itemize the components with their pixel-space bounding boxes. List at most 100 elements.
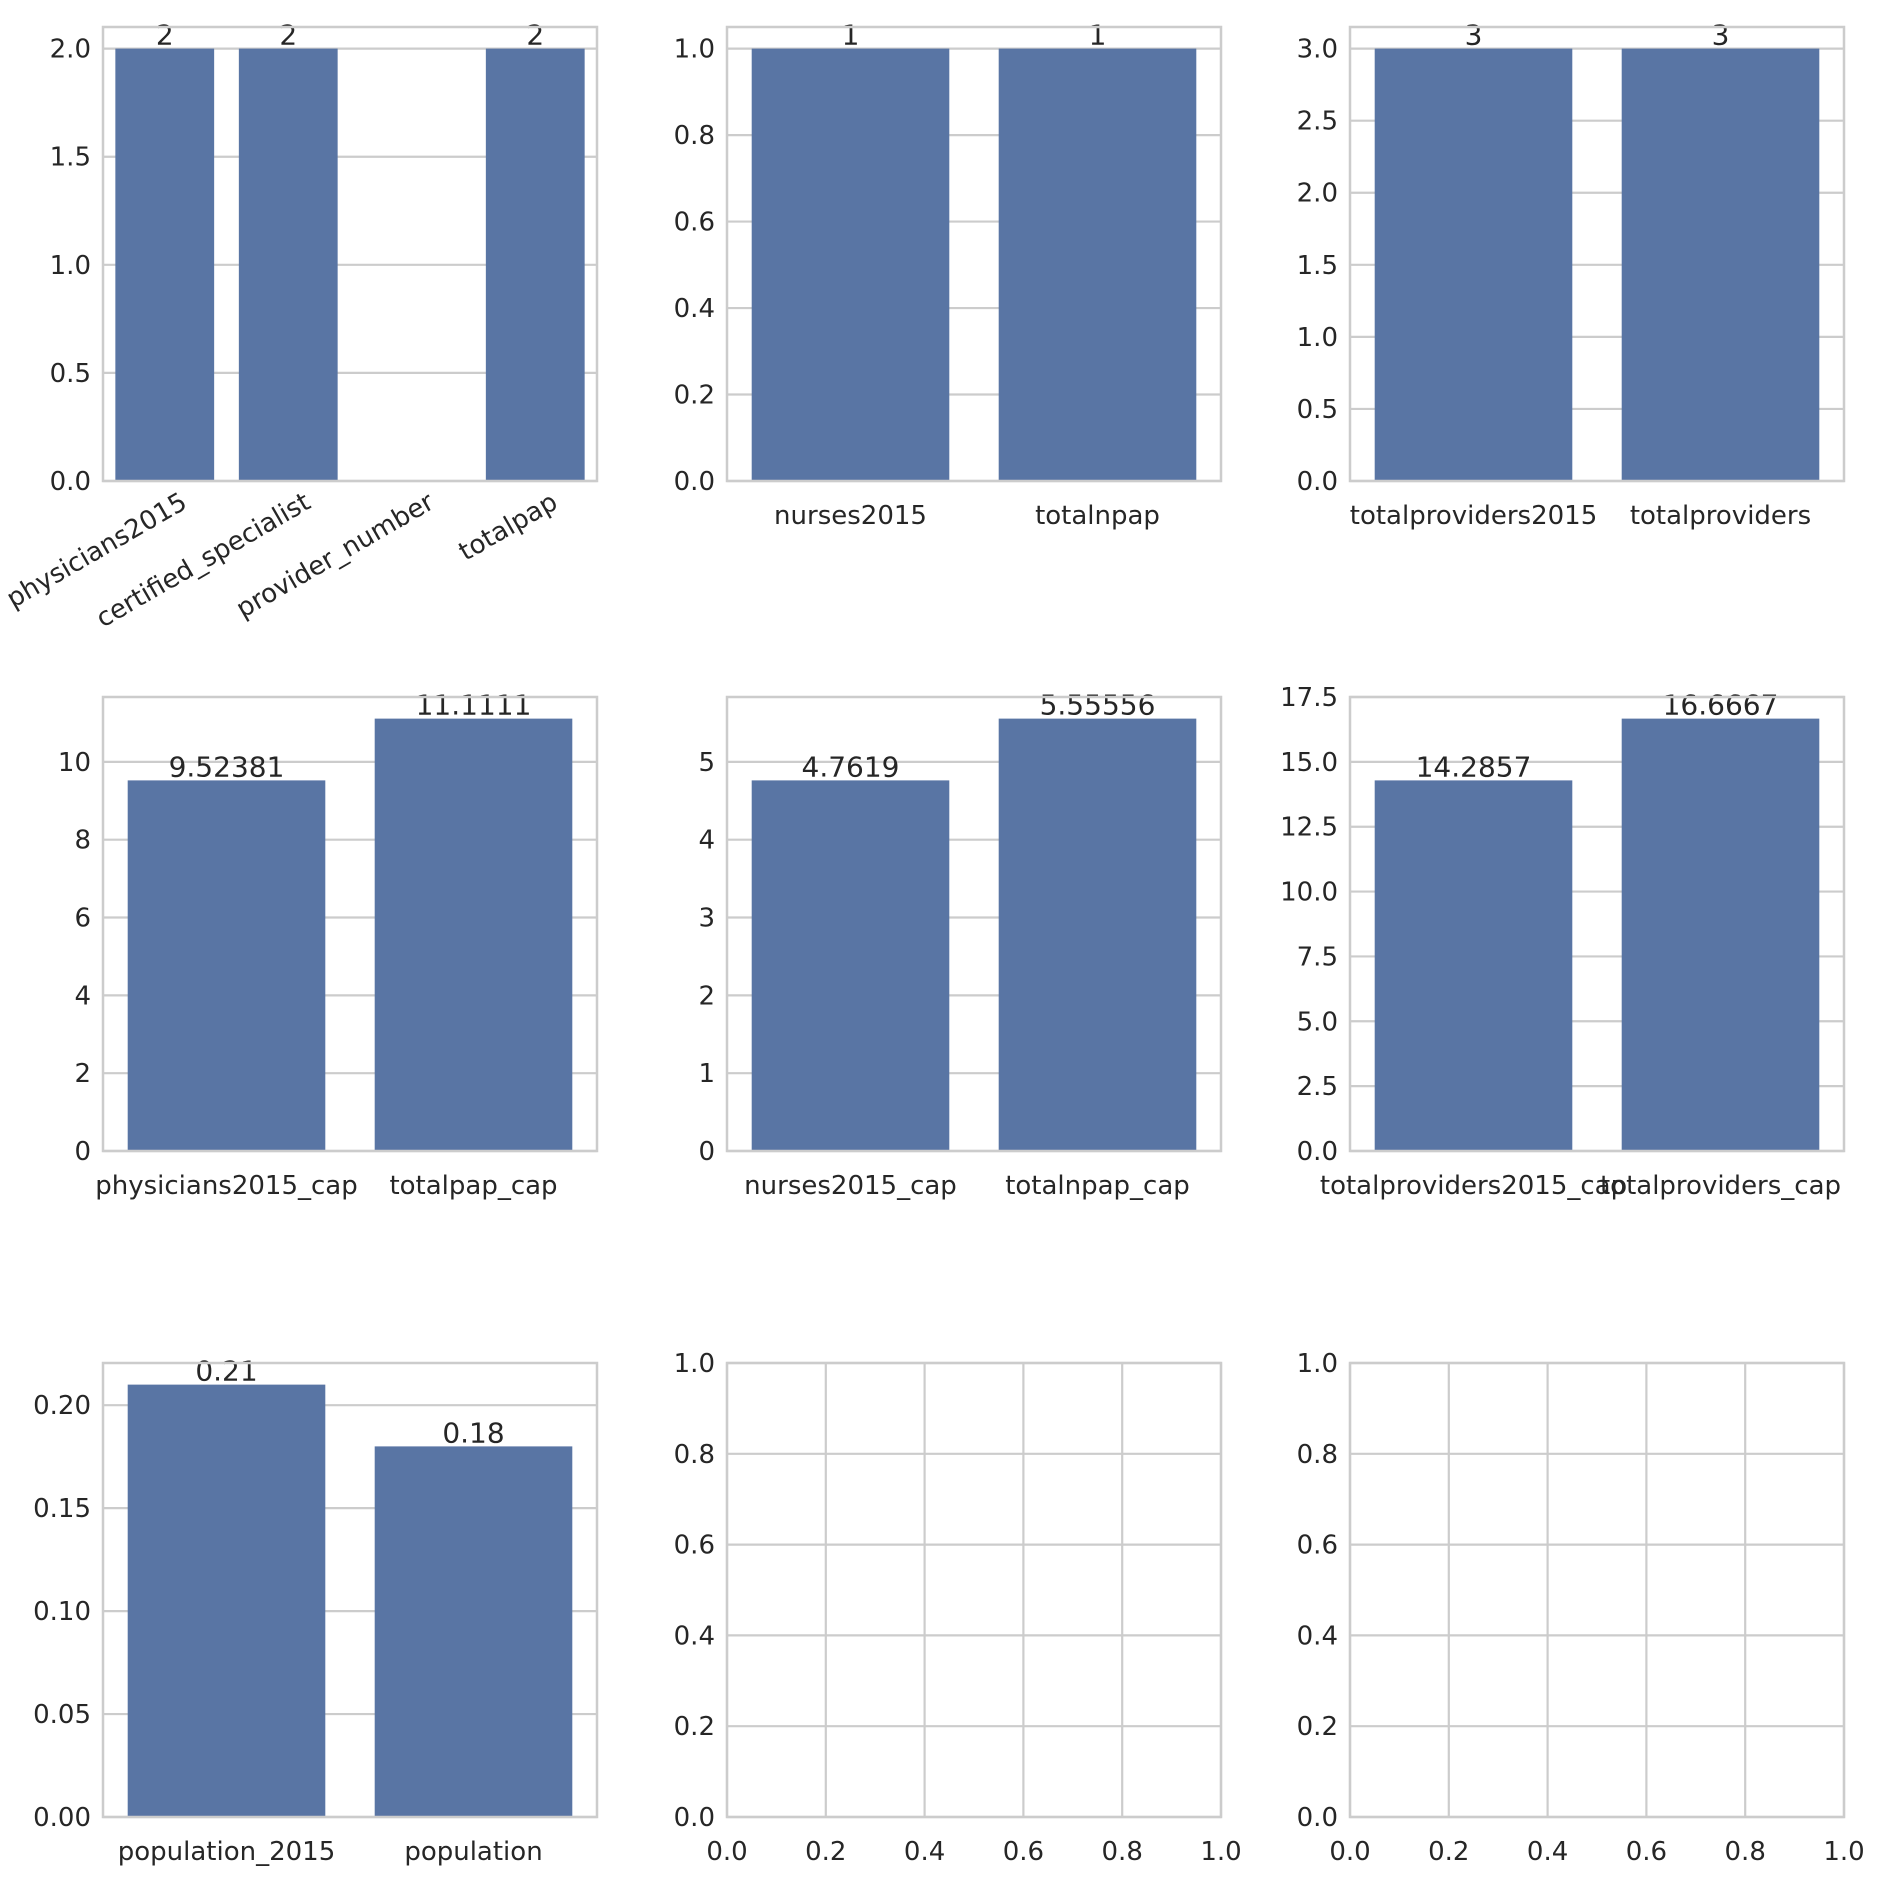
bar <box>374 718 573 1151</box>
y-tick-label: 4 <box>698 826 715 856</box>
x-tick-label: physicians2015_cap <box>95 1171 358 1201</box>
y-tick-label: 2 <box>698 981 715 1011</box>
y-tick-label: 1.0 <box>1297 323 1338 353</box>
bar <box>1621 48 1820 481</box>
bar <box>127 780 326 1151</box>
x-tick-label: totalproviders2015_cap <box>1320 1171 1627 1201</box>
axes-frame <box>725 1361 1223 1819</box>
axes-frame <box>725 25 1223 483</box>
y-tick-label: 2.5 <box>1297 107 1338 137</box>
x-tick-label: 0.4 <box>1527 1837 1568 1867</box>
subplot-3: 0.0 0.5 1.0 1.5 2.0 2.5 3.0 3 totalproviders2015… <box>1297 19 1846 531</box>
bar-value-label: 9.52381 <box>169 750 285 783</box>
x-tick-label: totalproviders_cap <box>1600 1171 1841 1201</box>
bar-value-label: 3 <box>1712 19 1730 52</box>
y-tick-label: 0.0 <box>1297 1803 1338 1833</box>
bar-value-label: 2 <box>526 19 544 52</box>
bar-value-label: 4.7619 <box>802 750 900 783</box>
y-tick-label: 15.0 <box>1280 748 1338 778</box>
y-tick-label: 1.5 <box>50 143 91 173</box>
axes-frame <box>1348 1361 1846 1819</box>
y-tick-label: 0.00 <box>33 1803 91 1833</box>
y-tick-label: 1.0 <box>50 251 91 281</box>
subplot-5: 0 1 2 3 4 5 4.7619 nurses2015_cap 5.55556 totalnp… <box>698 689 1223 1201</box>
y-tick-label: 1.0 <box>1297 1349 1338 1379</box>
bar <box>751 48 950 481</box>
y-tick-label: 0.8 <box>1297 1440 1338 1470</box>
bar-value-label: 11.1111 <box>416 689 532 722</box>
y-tick-label: 0.6 <box>674 1531 715 1561</box>
y-tick-label: 2 <box>74 1059 91 1089</box>
subplot-2: 0.0 0.2 0.4 0.6 0.8 1.0 1 nurses2015 1 totalnpap <box>674 19 1223 531</box>
axes-frame <box>101 25 599 483</box>
y-tick-label: 3 <box>698 904 715 934</box>
x-tick-label: 0.6 <box>1003 1837 1044 1867</box>
subplot-4: 0 2 4 6 8 10 9.52381 physicians2015_cap 11.1111 t… <box>58 689 599 1201</box>
x-tick-label: 0.6 <box>1626 1837 1667 1867</box>
x-tick-label: totalpap_cap <box>389 1171 557 1201</box>
x-tick-label: provider_number <box>231 487 439 625</box>
y-tick-label: 2.0 <box>1297 179 1338 209</box>
x-tick-label: 0.8 <box>1725 1837 1766 1867</box>
bar-value-label: 16.6667 <box>1663 689 1779 722</box>
y-tick-label: 0.0 <box>674 467 715 497</box>
bar-value-label: 3 <box>1465 19 1483 52</box>
bar-value-label: 14.2857 <box>1416 750 1532 783</box>
x-tick-label: population_2015 <box>118 1837 336 1867</box>
bar-value-label: 1 <box>842 19 860 52</box>
y-tick-label: 0.6 <box>1297 1531 1338 1561</box>
y-tick-label: 0.0 <box>1297 1137 1338 1167</box>
y-tick-label: 0.05 <box>33 1700 91 1730</box>
x-tick-label: totalnpap <box>1035 501 1160 531</box>
x-tick-label: 0.0 <box>1329 1837 1370 1867</box>
axes-frame <box>101 695 599 1153</box>
y-tick-label: 3.0 <box>1297 35 1338 65</box>
bar-value-label: 0.21 <box>195 1355 257 1388</box>
y-tick-label: 1 <box>698 1059 715 1089</box>
y-tick-label: 17.5 <box>1280 683 1338 713</box>
x-tick-label: totalproviders <box>1630 501 1811 531</box>
y-tick-label: 0.5 <box>1297 395 1338 425</box>
y-tick-label: 0 <box>698 1137 715 1167</box>
y-tick-label: 5.0 <box>1297 1007 1338 1037</box>
x-tick-label: 0.0 <box>706 1837 747 1867</box>
subplot-7: 0.00 0.05 0.10 0.15 0.20 0.21 population_2015 0… <box>33 1355 599 1867</box>
y-tick-label: 2.5 <box>1297 1072 1338 1102</box>
y-tick-label: 0.0 <box>674 1803 715 1833</box>
y-tick-label: 0.4 <box>1297 1621 1338 1651</box>
y-tick-label: 0 <box>74 1137 91 1167</box>
bar <box>751 780 950 1151</box>
x-tick-label: totalpap <box>454 487 563 567</box>
y-tick-label: 0.0 <box>1297 467 1338 497</box>
subplot-9: 0.0 0.2 0.4 0.6 0.8 1.0 0.0 0.2 0.4 0.6 0.8 1.0 <box>1297 1349 1865 1867</box>
axes-frame <box>725 695 1223 1153</box>
x-tick-label: 0.8 <box>1102 1837 1143 1867</box>
bar <box>374 1446 573 1817</box>
x-tick-label: 0.4 <box>904 1837 945 1867</box>
y-tick-label: 1.0 <box>674 1349 715 1379</box>
x-tick-label: 1.0 <box>1823 1837 1864 1867</box>
bar <box>1374 780 1573 1151</box>
x-tick-label: nurses2015 <box>774 501 927 531</box>
y-tick-label: 8 <box>74 826 91 856</box>
bar <box>115 48 215 481</box>
x-tick-label: 1.0 <box>1200 1837 1241 1867</box>
y-tick-label: 12.5 <box>1280 813 1338 843</box>
bar-value-label: 1 <box>1089 19 1107 52</box>
y-tick-label: 4 <box>74 981 91 1011</box>
y-tick-label: 0.8 <box>674 1440 715 1470</box>
y-tick-label: 0.10 <box>33 1597 91 1627</box>
x-tick-label: totalnpap_cap <box>1005 1171 1190 1201</box>
y-tick-label: 0.15 <box>33 1494 91 1524</box>
bar-value-label: 2 <box>279 19 297 52</box>
y-tick-label: 7.5 <box>1297 942 1338 972</box>
y-tick-label: 0.4 <box>674 294 715 324</box>
subplot-8: 0.0 0.2 0.4 0.6 0.8 1.0 0.0 0.2 0.4 0.6 0.8 1.0 <box>674 1349 1242 1867</box>
x-tick-label: nurses2015_cap <box>744 1171 957 1201</box>
subplot-6: 0.0 2.5 5.0 7.5 10.0 12.5 15.0 17.5 14.2857 total… <box>1280 683 1846 1201</box>
y-tick-label: 5 <box>698 748 715 778</box>
bar-value-label: 5.55556 <box>1040 689 1156 722</box>
x-tick-label: totalproviders2015 <box>1350 501 1598 531</box>
x-tick-label: 0.2 <box>1428 1837 1469 1867</box>
y-tick-label: 0.2 <box>1297 1712 1338 1742</box>
